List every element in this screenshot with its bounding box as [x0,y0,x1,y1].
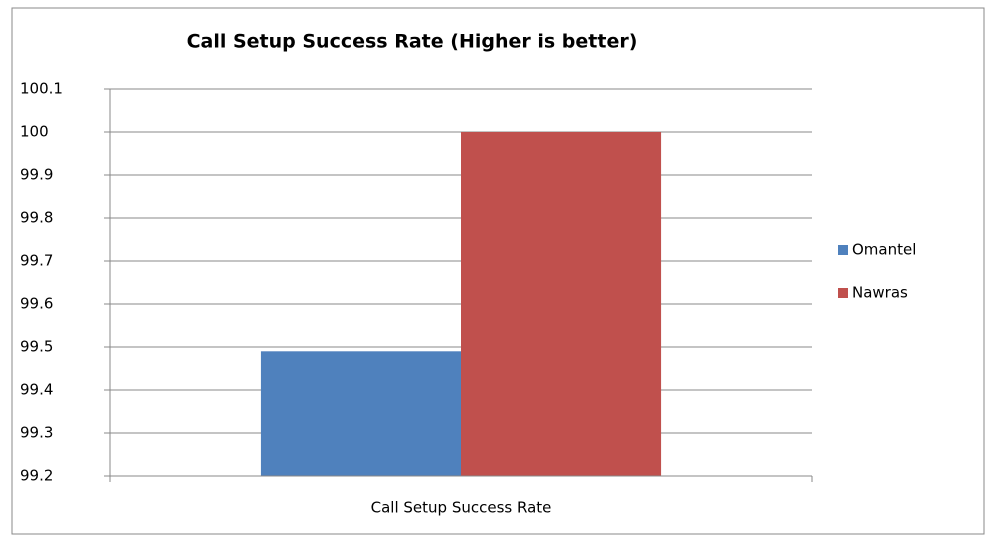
legend-label: Nawras [852,284,908,302]
x-tick-label: Call Setup Success Rate [371,499,552,517]
y-tick-label: 99.8 [20,209,53,227]
y-tick-label: 99.7 [20,252,53,270]
bar [260,351,461,476]
legend-swatch [838,288,848,298]
y-tick-label: 99.5 [20,338,53,356]
y-tick-label: 99.3 [20,424,53,442]
chart-title: Call Setup Success Rate (Higher is bette… [187,31,638,53]
y-tick-label: 99.4 [20,381,53,399]
y-tick-label: 100 [20,123,49,141]
y-tick-label: 99.2 [20,467,53,485]
bar [461,132,662,476]
y-tick-label: 99.6 [20,295,53,313]
legend-swatch [838,245,848,255]
y-tick-label: 99.9 [20,166,53,184]
y-tick-label: 100.1 [20,80,63,98]
legend-label: Omantel [852,241,916,259]
